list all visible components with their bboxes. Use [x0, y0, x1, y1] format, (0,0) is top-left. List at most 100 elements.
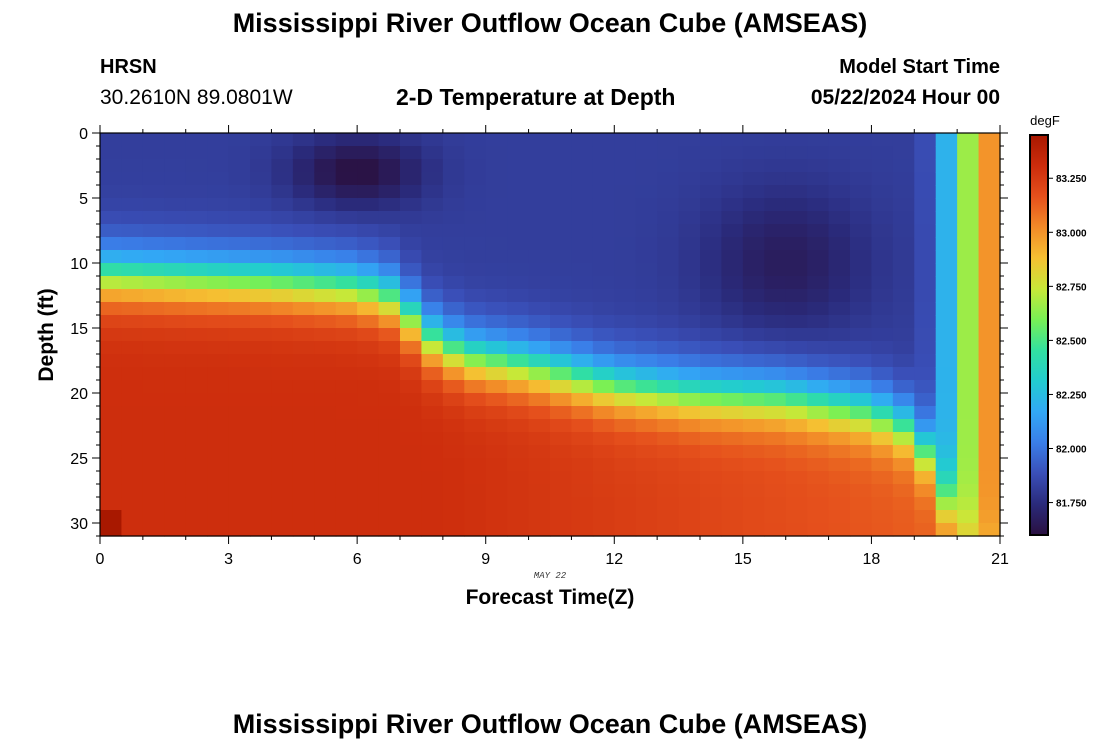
heatmap-cell	[978, 172, 1001, 186]
heatmap-cell	[807, 484, 830, 498]
heatmap-cell	[614, 289, 637, 303]
heatmap-cell	[657, 328, 680, 342]
heatmap-cell	[978, 211, 1001, 225]
heatmap-cell	[421, 497, 444, 511]
heatmap-cell	[657, 172, 680, 186]
heatmap-cell	[571, 406, 594, 420]
heatmap-cell	[100, 419, 123, 433]
heatmap-cell	[871, 432, 894, 446]
heatmap-cell	[700, 432, 723, 446]
heatmap-cell	[121, 159, 144, 173]
heatmap-cell	[314, 445, 337, 459]
heatmap-cell	[828, 159, 851, 173]
heatmap-cell	[571, 497, 594, 511]
heatmap-cell	[807, 497, 830, 511]
heatmap-cell	[614, 302, 637, 316]
heatmap-cell	[871, 159, 894, 173]
heatmap-cell	[614, 445, 637, 459]
heatmap-cell	[764, 159, 787, 173]
heatmap-cell	[464, 159, 487, 173]
heatmap-cell	[700, 276, 723, 290]
heatmap-cell	[378, 380, 401, 394]
heatmap-cell	[550, 250, 573, 264]
heatmap-cell	[464, 367, 487, 381]
colorbar-tick-label: 83.250	[1056, 174, 1087, 185]
heatmap-cell	[571, 484, 594, 498]
heatmap-cell	[335, 185, 358, 199]
heatmap-cell	[185, 419, 208, 433]
heatmap-cell	[700, 328, 723, 342]
heatmap-cell	[592, 523, 615, 537]
heatmap-cell	[892, 380, 915, 394]
heatmap-cell	[828, 146, 851, 160]
heatmap-cell	[528, 302, 551, 316]
heatmap-cell	[100, 445, 123, 459]
heatmap-cell	[957, 393, 980, 407]
heatmap-cell	[635, 458, 658, 472]
model-start-label: Model Start Time	[839, 56, 1000, 78]
heatmap-cell	[742, 198, 765, 212]
heatmap-cell	[807, 328, 830, 342]
heatmap-cell	[185, 458, 208, 472]
heatmap-cell	[892, 172, 915, 186]
heatmap-cell	[742, 250, 765, 264]
heatmap-cell	[485, 393, 508, 407]
heatmap-cell	[485, 367, 508, 381]
heatmap-cell	[785, 263, 808, 277]
x-tick-label: 3	[224, 551, 233, 568]
heatmap-cell	[228, 237, 251, 251]
heatmap-cell	[250, 419, 273, 433]
heatmap-cell	[592, 224, 615, 238]
heatmap-cell	[571, 523, 594, 537]
heatmap-cell	[207, 172, 230, 186]
heatmap-cell	[292, 341, 315, 355]
heatmap-cell	[807, 302, 830, 316]
heatmap-cell	[378, 224, 401, 238]
heatmap-cell	[892, 393, 915, 407]
heatmap-cell	[828, 341, 851, 355]
heatmap-cell	[292, 484, 315, 498]
heatmap-cell	[935, 523, 958, 537]
heatmap-cell	[592, 133, 615, 147]
heatmap-cell	[314, 276, 337, 290]
heatmap-cell	[571, 276, 594, 290]
heatmap-cell	[357, 458, 380, 472]
heatmap-cell	[571, 380, 594, 394]
heatmap-cell	[378, 393, 401, 407]
heatmap-cell	[550, 432, 573, 446]
heatmap-cell	[657, 341, 680, 355]
heatmap-cell	[185, 237, 208, 251]
colorbar-tick-label: 82.500	[1056, 336, 1087, 347]
heatmap-cell	[421, 380, 444, 394]
heatmap-cell	[142, 367, 165, 381]
heatmap-cell	[250, 367, 273, 381]
heatmap-cell	[507, 406, 530, 420]
heatmap-cell	[721, 497, 744, 511]
heatmap-cell	[378, 445, 401, 459]
heatmap-cell	[185, 172, 208, 186]
heatmap-cell	[678, 471, 701, 485]
heatmap-cell	[207, 198, 230, 212]
heatmap-cell	[721, 198, 744, 212]
heatmap-cell	[142, 341, 165, 355]
heatmap-cell	[785, 510, 808, 524]
heatmap-cell	[271, 354, 294, 368]
heatmap-cell	[550, 523, 573, 537]
heatmap-cell	[635, 289, 658, 303]
heatmap-cell	[335, 198, 358, 212]
heatmap-cell	[785, 276, 808, 290]
heatmap-cell	[528, 250, 551, 264]
heatmap-cell	[614, 211, 637, 225]
heatmap-cell	[785, 471, 808, 485]
heatmap-cell	[721, 250, 744, 264]
heatmap-cell	[121, 380, 144, 394]
heatmap-cell	[400, 471, 423, 485]
heatmap-cell	[742, 289, 765, 303]
heatmap-cell	[421, 458, 444, 472]
heatmap-cell	[164, 276, 187, 290]
heatmap-cell	[550, 315, 573, 329]
heatmap-cell	[100, 159, 123, 173]
heatmap-cell	[142, 250, 165, 264]
heatmap-cell	[400, 276, 423, 290]
heatmap-cell	[785, 341, 808, 355]
